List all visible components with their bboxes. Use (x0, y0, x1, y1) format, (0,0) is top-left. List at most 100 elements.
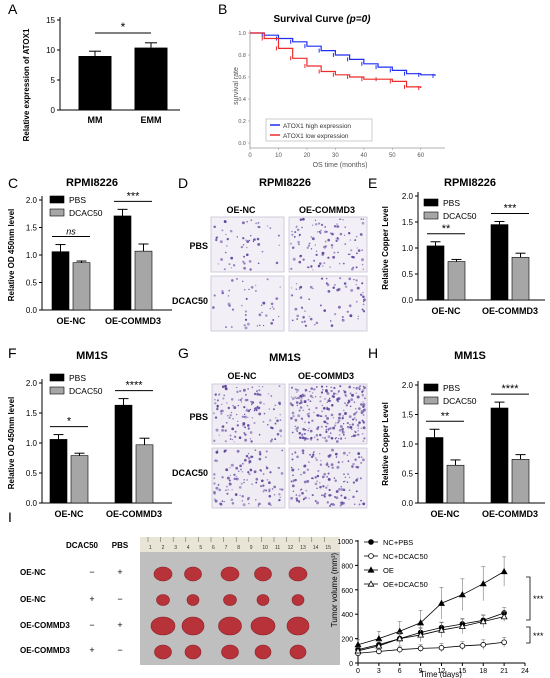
g-cell-dot (248, 502, 250, 505)
g-cell-dot (247, 452, 250, 455)
g-cell-dot (262, 484, 265, 487)
d-cell-dot (325, 282, 328, 285)
g-cell-dot (346, 481, 349, 483)
g-cell-dot (302, 409, 305, 412)
g-cell-dot (335, 496, 339, 500)
i-xlabel: Time (days) (420, 670, 462, 678)
g-cell-dot (248, 460, 252, 464)
f-legend-swatch (49, 373, 65, 382)
d-cell-dot (308, 242, 310, 245)
g-cell-dot (362, 420, 365, 424)
a-sig-label: * (121, 20, 126, 34)
d-cell-dot (310, 236, 313, 238)
g-cell-dot (274, 422, 277, 425)
g-cell-dot (265, 466, 269, 470)
panel-label-e: E (368, 175, 377, 191)
panel-e-bar-chart: RPMI8226 Relative Copper Level 0.0 0.5 1.0 1.… (381, 177, 545, 316)
g-cell-dot (355, 392, 357, 394)
i-tumor (254, 644, 272, 660)
g-row-pbs: PBS (189, 412, 208, 422)
g-cell-dot (363, 386, 366, 390)
g-cell-dot (304, 439, 306, 441)
g-cell-dot (326, 401, 328, 404)
g-cell-dot (334, 479, 337, 482)
b-legend-high: ATOX1 high expression (283, 123, 351, 130)
g-cell-dot (230, 498, 234, 502)
g-cell-dot (347, 460, 350, 462)
d-cell-dot (336, 223, 338, 225)
g-cell-dot (296, 404, 299, 407)
g-cell-dot (253, 392, 257, 396)
b-ytick-label: 1.0 (238, 31, 246, 37)
b-xtick-label: 40 (361, 153, 368, 159)
d-cell-dot (336, 225, 340, 228)
i-row-0-dcac: − (89, 567, 94, 577)
h-bar-oe-commd3-dcac50 (511, 459, 530, 504)
g-cell-dot (238, 470, 240, 472)
g-cell-dot (300, 417, 303, 420)
g-cell-dot (310, 387, 313, 390)
h-title: MM1S (454, 350, 486, 362)
g-cell-dot (339, 504, 342, 507)
g-cell-dot (292, 414, 295, 418)
g-cell-dot (355, 386, 358, 389)
d-cell-dot (289, 242, 293, 245)
g-cell-dot (247, 416, 249, 419)
g-cell-dot (330, 386, 332, 389)
i-xticks: 0 3 6 9 12 15 18 21 24 (356, 663, 529, 675)
g-cell-dot (251, 455, 253, 458)
d-cell-dot (223, 220, 227, 224)
g-cell-dot (337, 389, 341, 393)
d-cell-dot (324, 225, 327, 229)
b-title: Survival Curve (p=0) (274, 14, 372, 25)
g-cell-dot (296, 455, 299, 459)
d-cell-dot (355, 266, 358, 269)
d-col-oecommd3: OE-COMMD3 (299, 205, 355, 215)
b-xtick-label: 10 (275, 153, 282, 159)
i-tumors (150, 566, 310, 660)
d-cell-dot (348, 277, 351, 281)
d-cell-dot (349, 239, 352, 241)
d-cell-dot (250, 285, 254, 289)
g-cell-dot (245, 454, 249, 458)
i-row-3-pbs: − (117, 645, 122, 655)
g-cell-dot (242, 503, 246, 507)
g-cell-dot (329, 505, 331, 507)
g-cell-dot (215, 486, 219, 490)
i-row-0-pbs: + (117, 567, 122, 577)
a-yticks: 0 5 10 15 (46, 16, 60, 115)
g-cell-dot (270, 395, 273, 397)
d-cell-dot (359, 233, 363, 236)
d-cell-dot (244, 310, 247, 313)
d-cell-dot (317, 264, 321, 268)
i-legend-label: NC+DCAC50 (383, 552, 428, 561)
d-cell-dot (361, 221, 365, 225)
i-sig-lower: *** (533, 631, 544, 641)
g-cell-dot (237, 404, 239, 407)
g-cell-dot (258, 502, 261, 506)
d-cell-dot (221, 291, 224, 295)
g-cell-dot (262, 490, 265, 493)
g-cell-dot (226, 414, 229, 417)
g-cell-dot (326, 501, 329, 504)
g-cell-dot (348, 415, 352, 418)
g-cell-dot (216, 407, 219, 411)
g-cell-dot (265, 456, 267, 459)
g-cell-dot (244, 398, 248, 402)
i-tumor (256, 594, 270, 606)
d-cell-dot (362, 291, 364, 294)
g-cell-dot (303, 432, 306, 435)
i-point-oe-dcac50 (375, 642, 383, 649)
g-cell-dot (327, 484, 329, 487)
g-cell-dot (325, 463, 329, 466)
h-legend-label: PBS (443, 383, 460, 393)
g-cell-dot (313, 411, 315, 414)
g-cell-dot (315, 386, 318, 388)
g-cell-dot (230, 411, 233, 414)
g-cell-dot (319, 395, 322, 398)
a-ytick-label: 10 (46, 46, 55, 55)
c-ytick-label: 0.5 (26, 279, 38, 288)
d-cell-dot (344, 226, 346, 228)
g-cell-dot (342, 409, 345, 412)
e-bar-oe-commd3-dcac50 (511, 257, 530, 301)
